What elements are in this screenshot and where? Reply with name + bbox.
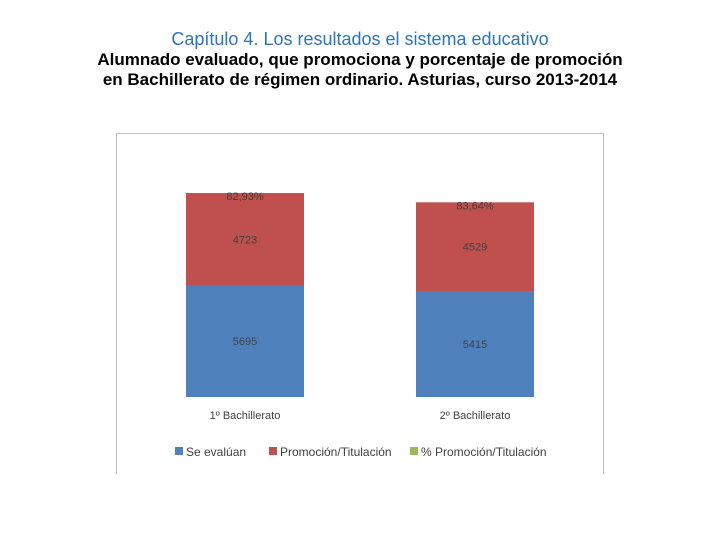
chart-title-line-1: Alumnado evaluado, que promociona y porc… — [97, 50, 623, 69]
value-label-se-evaluan-2: 5415 — [463, 339, 487, 351]
bar-promocion-1 — [186, 193, 304, 286]
chart-frame: 5695 4723 82,93% 1º Bachillerato 5415 4529 83,… — [116, 133, 604, 474]
value-label-promocion-1: 4723 — [233, 234, 257, 246]
percent-label-2: 83,64% — [456, 200, 494, 212]
legend-swatch-2 — [269, 447, 277, 455]
stacked-bar-chart: 5695 4723 82,93% 1º Bachillerato 5415 4529 83,… — [175, 191, 547, 459]
bar-promocion-2 — [416, 202, 534, 291]
legend-label-3: % Promoción/Titulación — [421, 445, 547, 459]
chart-title-line-2: en Bachillerato de régimen ordinario. As… — [102, 70, 618, 89]
bar-se-evaluan-1 — [186, 285, 304, 397]
category-label-1: 1º Bachillerato — [210, 410, 281, 422]
legend-label-2: Promoción/Titulación — [280, 445, 392, 459]
chapter-heading: Capítulo 4. Los resultados el sistema ed… — [171, 29, 549, 49]
bar-se-evaluan-2 — [416, 290, 534, 397]
header: Capítulo 4. Los resultados el sistema ed… — [0, 28, 720, 90]
category-label-2: 2º Bachillerato — [440, 410, 511, 422]
legend-swatch-3 — [410, 447, 418, 455]
legend-swatch-1 — [175, 447, 183, 455]
value-label-promocion-2: 4529 — [463, 242, 487, 254]
value-label-se-evaluan-1: 5695 — [233, 336, 257, 348]
percent-label-1: 82,93% — [226, 191, 264, 203]
legend-label-1: Se evalúan — [186, 445, 246, 459]
